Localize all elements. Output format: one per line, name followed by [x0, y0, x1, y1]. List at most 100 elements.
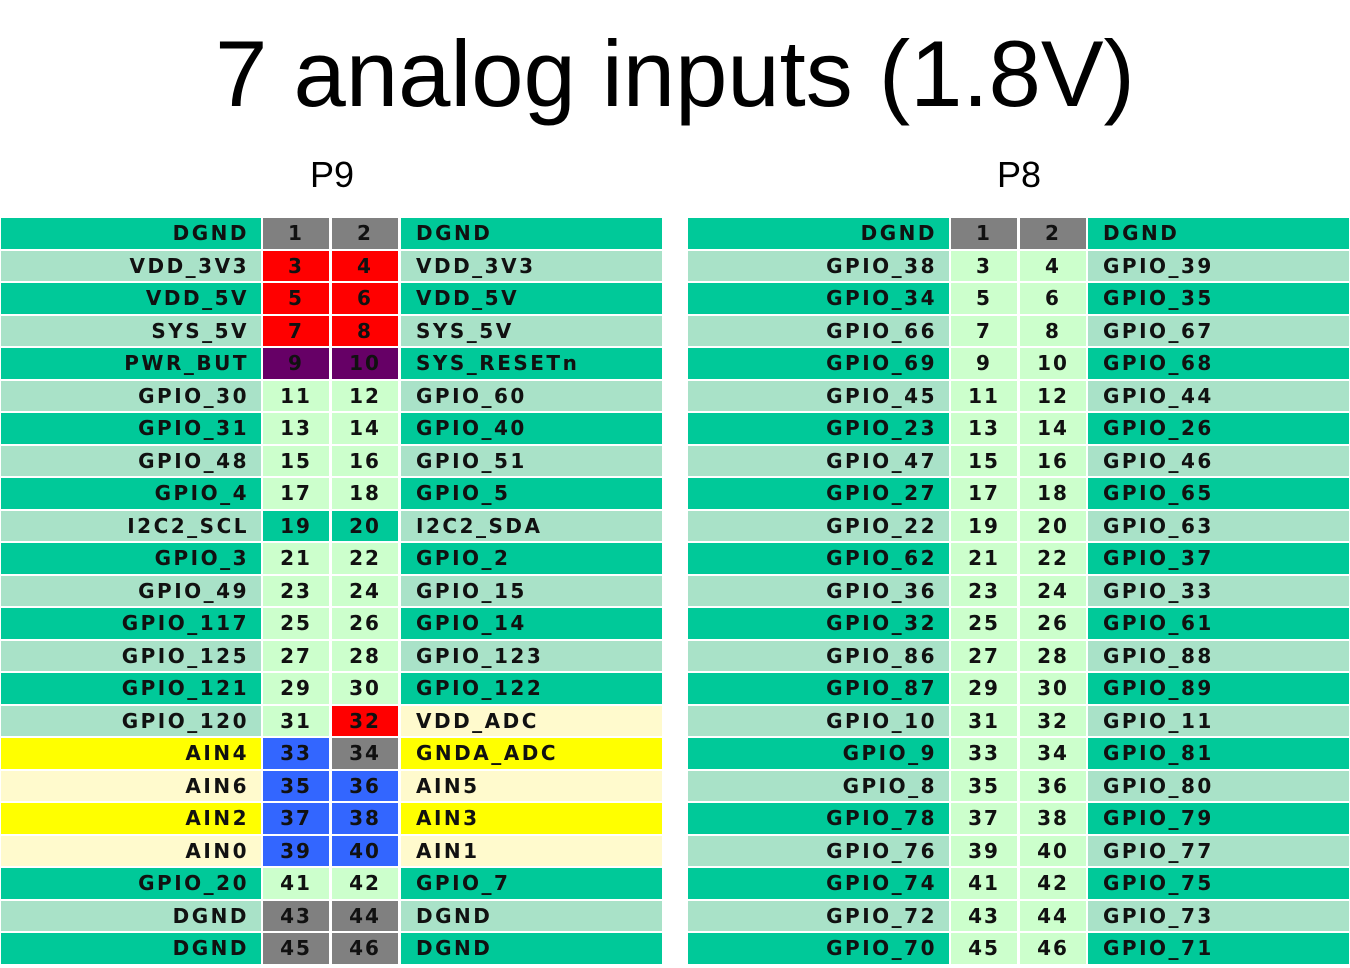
p9-pin-name-right: GPIO_122 [401, 673, 662, 704]
p9-pin-number-left: 3 [263, 250, 329, 281]
p9-pin-number-right: 20 [332, 510, 398, 541]
p9-pin-name-left: GPIO_3 [1, 543, 261, 574]
p9-pin-name-right: GPIO_5 [401, 478, 662, 509]
p9-pin-number-right: 26 [332, 608, 398, 639]
p9-pin-name-right: GNDA_ADC [401, 738, 662, 769]
p9-pin-name-right: GPIO_7 [401, 868, 662, 899]
p9-pin-number-right: 12 [332, 380, 398, 411]
p9-pin-name-right: AIN5 [401, 770, 662, 801]
p8-pin-number-right: 20 [1020, 510, 1086, 541]
p8-pin-number-left: 3 [951, 250, 1017, 281]
p9-pin-name-left: GPIO_48 [1, 445, 261, 476]
p8-pin-number-right: 10 [1020, 348, 1086, 379]
p9-pin-number-right: 34 [332, 738, 398, 769]
p9-pin-number-left: 33 [263, 738, 329, 769]
p8-pin-name-right: GPIO_68 [1088, 348, 1349, 379]
p8-pin-number-right: 22 [1020, 543, 1086, 574]
p8-pin-name-right: GPIO_79 [1088, 803, 1349, 834]
p8-pin-number-left: 39 [951, 835, 1017, 866]
p9-pin-number-left: 25 [263, 608, 329, 639]
p9-pin-name-left: AIN4 [1, 738, 261, 769]
p9-pin-number-right: 6 [332, 283, 398, 314]
p9-pin-number-left: 45 [263, 933, 329, 964]
p9-pin-number-right: 30 [332, 673, 398, 704]
p8-pin-name-left: GPIO_66 [688, 315, 949, 346]
p9-pin-name-left: GPIO_20 [1, 868, 261, 899]
p9-pin-number-left: 31 [263, 705, 329, 736]
p9-pin-name-left: GPIO_125 [1, 640, 261, 671]
p8-pin-name-right: GPIO_88 [1088, 640, 1349, 671]
p8-pin-name-right: GPIO_39 [1088, 250, 1349, 281]
p8-pin-number-right: 30 [1020, 673, 1086, 704]
p9-pin-name-left: GPIO_121 [1, 673, 261, 704]
p9-pin-number-left: 15 [263, 445, 329, 476]
p8-pin-number-right: 14 [1020, 413, 1086, 444]
p8-pin-number-right: 28 [1020, 640, 1086, 671]
p8-pin-name-left: GPIO_32 [688, 608, 949, 639]
p8-pin-name-right: GPIO_37 [1088, 543, 1349, 574]
p9-pin-number-right: 44 [332, 900, 398, 931]
p9-pin-number-right: 16 [332, 445, 398, 476]
p9-pin-name-right: AIN1 [401, 835, 662, 866]
p9-pin-number-right: 18 [332, 478, 398, 509]
p9-pin-name-right: GPIO_51 [401, 445, 662, 476]
p8-pin-number-right: 34 [1020, 738, 1086, 769]
p9-pin-name-left: SYS_5V [1, 315, 261, 346]
p8-pin-name-right: GPIO_61 [1088, 608, 1349, 639]
p9-pin-number-right: 36 [332, 770, 398, 801]
p8-pin-number-left: 37 [951, 803, 1017, 834]
p8-pin-number-left: 25 [951, 608, 1017, 639]
p9-pin-number-right: 10 [332, 348, 398, 379]
p8-pin-name-left: GPIO_10 [688, 705, 949, 736]
p8-pin-number-left: 17 [951, 478, 1017, 509]
p8-pin-name-right: GPIO_33 [1088, 575, 1349, 606]
p8-pin-name-left: GPIO_23 [688, 413, 949, 444]
p9-pin-number-right: 32 [332, 705, 398, 736]
p9-pin-name-left: GPIO_49 [1, 575, 261, 606]
p8-pin-name-left: GPIO_69 [688, 348, 949, 379]
p8-pin-name-left: GPIO_74 [688, 868, 949, 899]
p9-pin-name-right: VDD_ADC [401, 705, 662, 736]
p9-pin-name-left: I2C2_SCL [1, 510, 261, 541]
p8-pin-number-right: 24 [1020, 575, 1086, 606]
p8-pin-name-left: GPIO_8 [688, 770, 949, 801]
p8-pin-name-right: GPIO_80 [1088, 770, 1349, 801]
p8-pin-name-right: GPIO_73 [1088, 900, 1349, 931]
p8-pin-number-left: 29 [951, 673, 1017, 704]
p8-pin-name-right: GPIO_75 [1088, 868, 1349, 899]
p8-pin-name-right: GPIO_63 [1088, 510, 1349, 541]
p8-pin-name-right: GPIO_46 [1088, 445, 1349, 476]
p8-pin-number-right: 42 [1020, 868, 1086, 899]
p9-pin-name-right: SYS_RESETn [401, 348, 662, 379]
p9-pin-number-left: 17 [263, 478, 329, 509]
p8-pin-name-left: GPIO_34 [688, 283, 949, 314]
p8-pin-name-right: DGND [1088, 218, 1349, 249]
p9-pin-name-right: GPIO_15 [401, 575, 662, 606]
p8-pin-number-right: 8 [1020, 315, 1086, 346]
p8-pin-name-left: GPIO_36 [688, 575, 949, 606]
p8-pin-name-right: GPIO_71 [1088, 933, 1349, 964]
p9-pin-name-right: GPIO_40 [401, 413, 662, 444]
p8-pin-name-right: GPIO_89 [1088, 673, 1349, 704]
p8-pin-name-left: GPIO_86 [688, 640, 949, 671]
p9-pin-name-left: DGND [1, 900, 261, 931]
p9-pin-number-left: 7 [263, 315, 329, 346]
p9-pin-name-right: GPIO_123 [401, 640, 662, 671]
p9-pin-name-left: AIN2 [1, 803, 261, 834]
p8-pin-number-left: 31 [951, 705, 1017, 736]
p9-pin-number-left: 37 [263, 803, 329, 834]
p8-pin-name-left: GPIO_22 [688, 510, 949, 541]
p8-pin-number-left: 33 [951, 738, 1017, 769]
p9-pin-name-left: GPIO_30 [1, 380, 261, 411]
p9-pin-number-right: 8 [332, 315, 398, 346]
p8-pin-name-right: GPIO_44 [1088, 380, 1349, 411]
p8-pin-name-right: GPIO_67 [1088, 315, 1349, 346]
p8-pin-name-left: GPIO_45 [688, 380, 949, 411]
p9-pin-name-left: DGND [1, 218, 261, 249]
p8-pin-number-right: 44 [1020, 900, 1086, 931]
p9-pin-number-left: 21 [263, 543, 329, 574]
p9-pin-number-right: 42 [332, 868, 398, 899]
p8-pin-name-left: DGND [688, 218, 949, 249]
p8-pin-number-left: 5 [951, 283, 1017, 314]
p8-pin-name-right: GPIO_81 [1088, 738, 1349, 769]
